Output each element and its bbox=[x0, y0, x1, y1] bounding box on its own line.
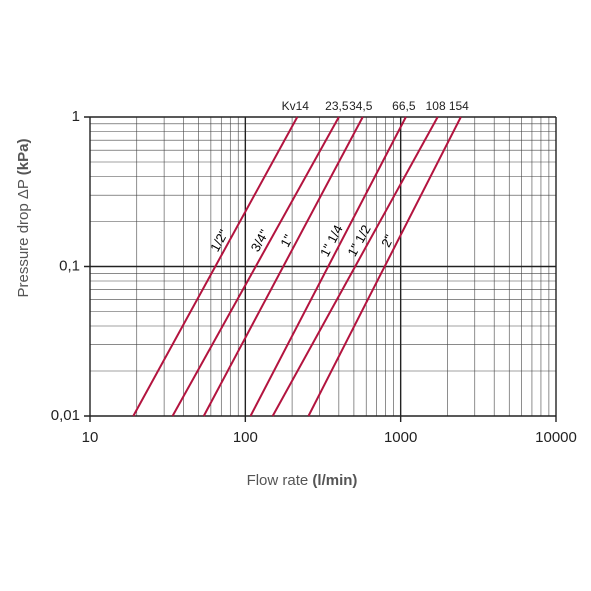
data-line bbox=[202, 116, 364, 417]
y-axis-label: Pressure drop ΔP (kPa) bbox=[15, 139, 32, 298]
y-tick-label: 0,1 bbox=[59, 257, 80, 274]
x-tick-label: 100 bbox=[233, 429, 258, 446]
kv-label: 66,5 bbox=[392, 99, 416, 113]
kv-label: 154 bbox=[449, 99, 469, 113]
kv-label: 108 bbox=[426, 99, 446, 113]
kv-label: Kv14 bbox=[282, 99, 310, 113]
data-line bbox=[171, 116, 340, 417]
y-label-text: Pressure drop ΔP bbox=[15, 179, 32, 297]
x-tick-label: 1000 bbox=[384, 429, 417, 446]
y-tick-label: 1 bbox=[72, 108, 80, 125]
kv-label: 34,5 bbox=[349, 99, 373, 113]
y-tick-label: 0,01 bbox=[51, 407, 80, 424]
series-label: 3/4" bbox=[248, 227, 272, 254]
x-label-unit: (l/min) bbox=[312, 472, 357, 489]
x-axis-label: Flow rate (l/min) bbox=[247, 472, 358, 489]
x-label-text: Flow rate bbox=[247, 472, 309, 489]
x-tick-label: 10 bbox=[82, 429, 99, 446]
data-line bbox=[132, 116, 299, 417]
data-line bbox=[307, 116, 462, 417]
kv-label: 23,5 bbox=[325, 99, 349, 113]
data-line bbox=[249, 116, 407, 417]
y-label-unit: (kPa) bbox=[15, 139, 32, 176]
data-line bbox=[271, 116, 439, 417]
x-tick-label: 10000 bbox=[535, 429, 577, 446]
